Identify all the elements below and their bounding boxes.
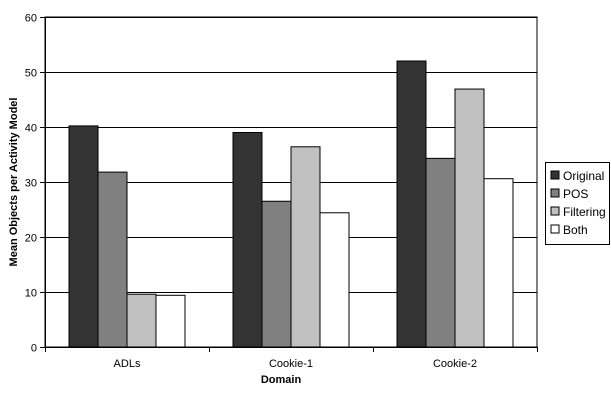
bar-both-cookie-1 — [319, 212, 350, 348]
x-tick-label: ADLs — [114, 358, 141, 370]
y-tick-label: 20 — [25, 233, 37, 245]
legend-swatch-filtering — [550, 206, 560, 216]
bar-original-cookie-1 — [232, 132, 263, 348]
legend: Original POS Filtering Both — [545, 162, 610, 245]
y-tick-label: 50 — [25, 68, 37, 80]
x-tick-label: Cookie-2 — [433, 358, 477, 370]
y-axis-title: Mean Objects per Activity Model — [8, 98, 20, 267]
x-tick-label: Cookie-1 — [269, 358, 313, 370]
bar-both-adls — [155, 294, 186, 348]
legend-label-filtering: Filtering — [563, 205, 606, 219]
legend-label-both: Both — [563, 223, 588, 237]
bar-pos-adls — [97, 171, 128, 348]
bar-pos-cookie-2 — [425, 157, 456, 348]
legend-label-pos: POS — [563, 187, 588, 201]
bar-filtering-cookie-2 — [454, 88, 485, 348]
bar-both-cookie-2 — [483, 178, 514, 348]
x-tick-labels: ADLs Cookie-1 Cookie-2 — [114, 358, 477, 370]
y-tick-label: 60 — [25, 13, 37, 25]
bars — [68, 60, 514, 348]
y-tick-labels: 0 10 20 30 40 50 60 — [25, 13, 37, 355]
legend-swatch-pos — [550, 188, 560, 198]
y-tick-label: 40 — [25, 123, 37, 135]
y-tick-label: 0 — [31, 343, 37, 355]
legend-swatch-original — [550, 170, 560, 180]
y-tick-label: 10 — [25, 288, 37, 300]
legend-swatch-both — [550, 224, 560, 234]
bar-pos-cookie-1 — [261, 200, 292, 348]
legend-label-original: Original — [563, 169, 604, 183]
bar-filtering-cookie-1 — [290, 146, 321, 348]
axes — [40, 17, 538, 352]
bar-original-adls — [68, 125, 99, 348]
bar-filtering-adls — [126, 293, 157, 348]
y-tick-label: 30 — [25, 178, 37, 190]
x-axis-title: Domain — [261, 374, 302, 386]
bar-original-cookie-2 — [396, 60, 427, 348]
